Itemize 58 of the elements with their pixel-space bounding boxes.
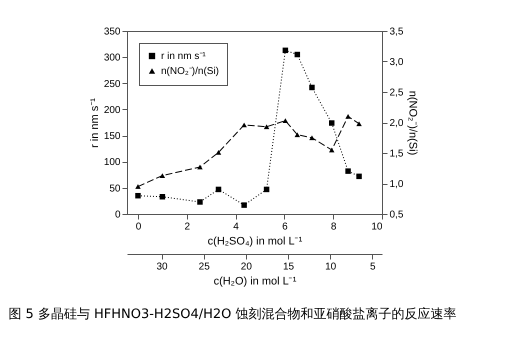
y-tick-label: 100 [104, 157, 121, 168]
x2-tick-label: 25 [198, 262, 210, 272]
point [241, 122, 247, 128]
point [264, 186, 270, 192]
y2-tick-label: 2,0 [390, 118, 404, 129]
point [282, 118, 288, 124]
y-tick-label: 200 [104, 104, 121, 116]
x2-tick-label: 30 [156, 262, 168, 272]
point [216, 186, 222, 192]
y2-tick-label: 3,5 [390, 26, 404, 38]
y2-tick-label: 1,5 [390, 148, 404, 160]
x-axis-title: c(H₂SO₄) in mol L⁻¹ [208, 236, 303, 248]
point [345, 114, 351, 119]
x2-tick-label: 10 [325, 262, 337, 272]
y2-tick-label: 3,0 [390, 57, 404, 68]
point [294, 52, 300, 58]
point [328, 120, 334, 126]
x-tick-label: 4 [233, 222, 240, 232]
y-tick-label: 50 [109, 183, 121, 194]
y-tick-label: 150 [104, 131, 121, 142]
x-tick-label: 10 [371, 222, 383, 232]
point [197, 199, 203, 205]
point [241, 202, 247, 208]
x-tick-label: 2 [184, 222, 191, 232]
x2-tick-label: 5 [370, 262, 376, 272]
point [309, 135, 315, 140]
point [309, 84, 315, 90]
legend-label: r in nm s⁻¹ [161, 51, 206, 62]
y2-axis-title: n(NO₂⁻)/n(Si) [406, 90, 418, 156]
point [328, 148, 334, 152]
y2-tick-label: 2,5 [390, 88, 404, 98]
point [135, 192, 141, 198]
x-tick-label: 8 [330, 222, 337, 232]
point [294, 132, 300, 138]
x-tick-label: 6 [282, 222, 288, 232]
point [282, 48, 288, 54]
point [216, 150, 222, 155]
text: 图 5 多晶硅与 HFHNO3-H2SO4/H2O 蚀刻混合物和亚硝酸盐离子的反应速率 [8, 306, 457, 322]
point [356, 121, 362, 126]
x2-tick-label: 20 [240, 262, 252, 272]
y-tick-label: 0 [114, 210, 121, 220]
point [197, 164, 203, 170]
x2-axis-title: c(H₂O) in mol L⁻¹ [214, 276, 297, 288]
x-tick-label: 0 [136, 222, 142, 232]
y2-tick-label: 0,5 [390, 210, 404, 220]
x2-tick-label: 15 [282, 262, 295, 272]
y-tick-label: 350 [104, 26, 121, 38]
legend-label: n(NO₂⁻)/n(Si) [161, 66, 219, 77]
y-tick-label: 250 [104, 78, 121, 90]
point [160, 173, 166, 178]
point [264, 124, 270, 130]
point [345, 168, 351, 174]
y-axis-title: r in nm s⁻¹ [88, 98, 101, 148]
point [160, 194, 166, 200]
y-tick-label: 300 [104, 52, 121, 64]
point [356, 174, 362, 180]
point [135, 184, 141, 189]
y2-tick-label: 1,0 [390, 179, 404, 190]
